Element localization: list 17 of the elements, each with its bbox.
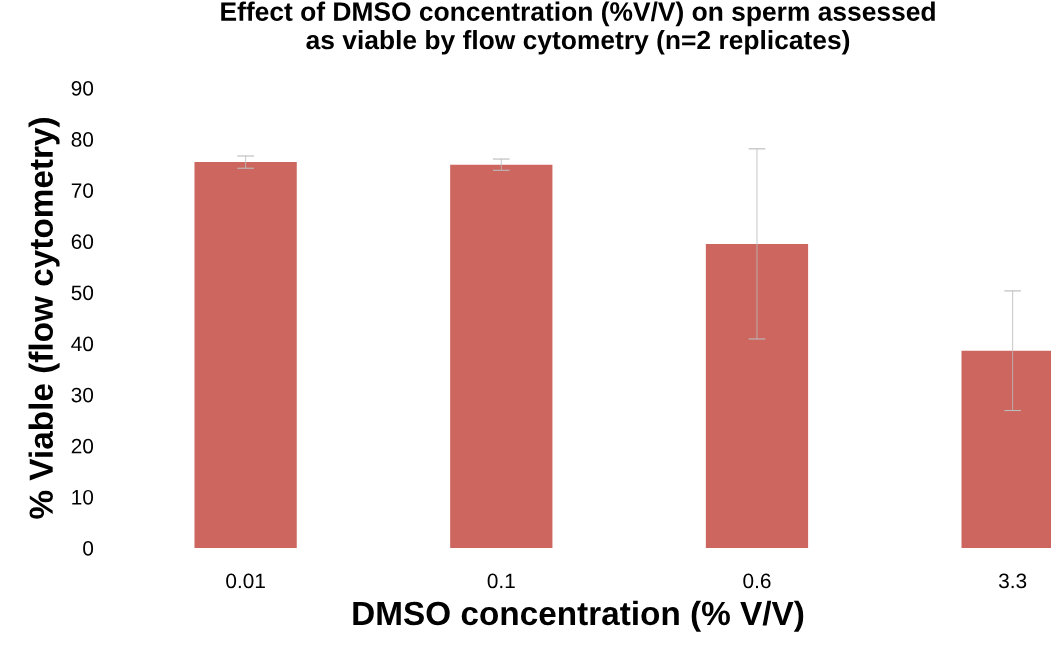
x-tick-label: 0.6 [743,573,771,589]
y-tick-label: 90 [71,81,94,96]
y-tick-label: 10 [72,489,94,505]
y-tick-label: 70 [71,183,94,198]
y-tick-label: 50 [71,285,94,301]
y-tick-label: 20 [71,438,94,454]
y-tick-label: 40 [71,336,94,352]
x-tick-label: 0.01 [226,573,265,589]
x-tick-label: 0.1 [487,573,515,589]
y-tick-label: 80 [71,132,94,147]
y-tick-label: 30 [71,387,94,403]
x-tick-label: 3.3 [998,573,1027,589]
y-tick-label: 60 [71,234,94,250]
y-tick-label: 0 [83,541,94,556]
chart-title: Effect of DMSO concentration (%V/V) on sperm assessed as viable by flow cytometry (n=2 replicates) [221,1,935,55]
y-axis-title: % Viable (flow cytometry) [28,118,60,519]
x-axis-title: DMSO concentration (% V/V) [353,600,804,632]
